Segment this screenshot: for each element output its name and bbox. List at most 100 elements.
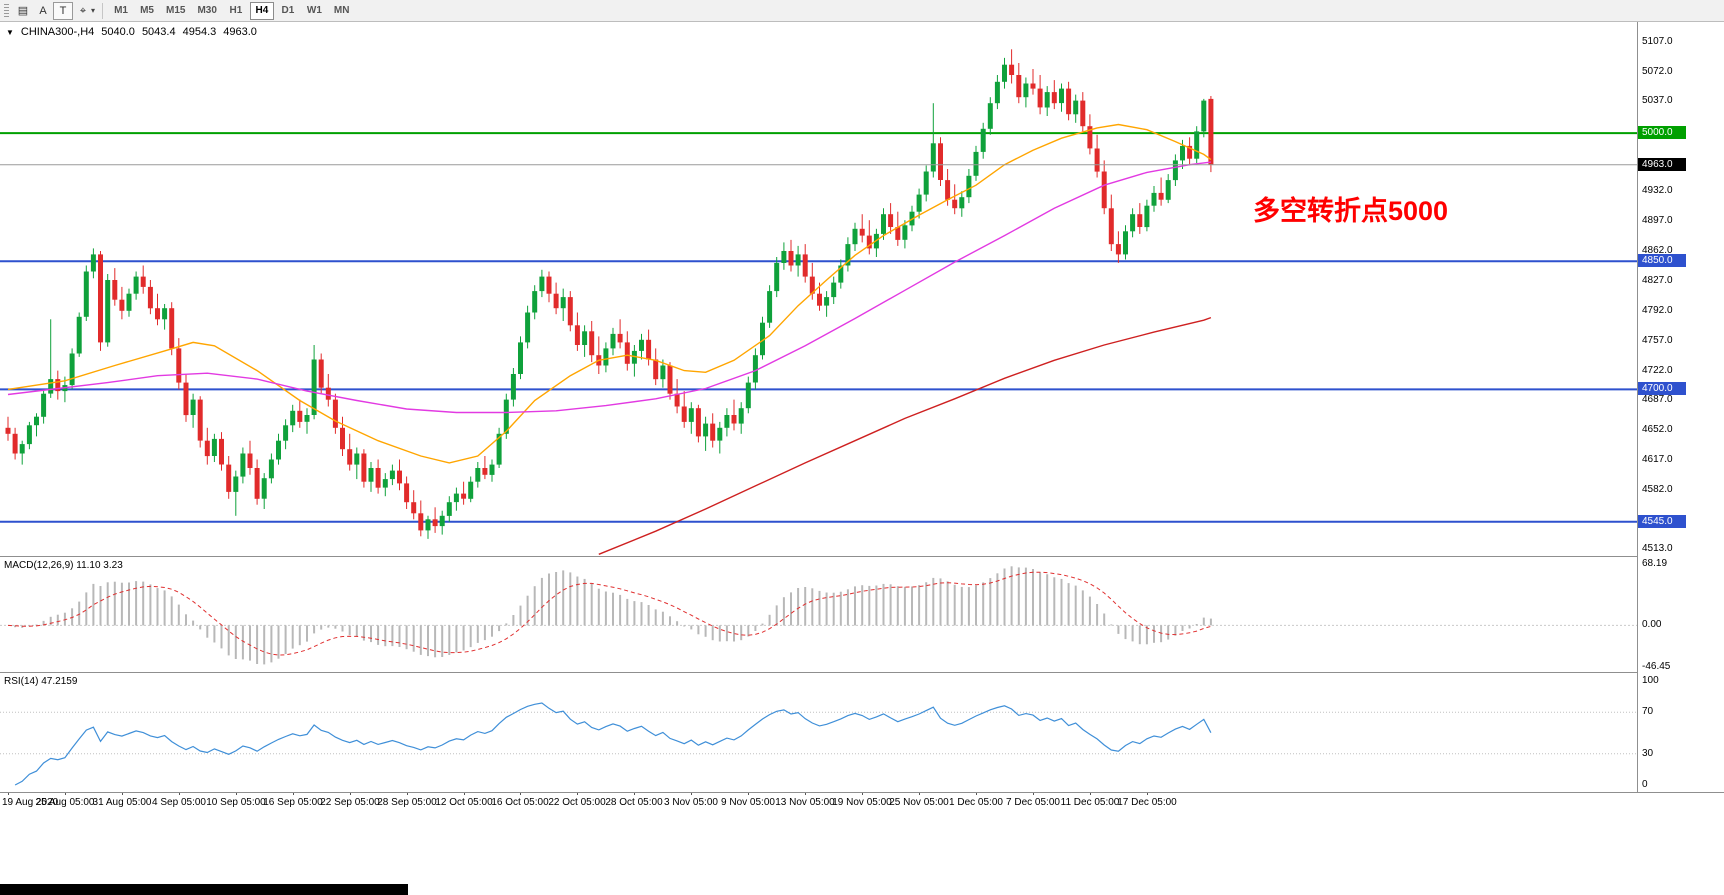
price-tick: 4652.0 <box>1642 424 1673 435</box>
macd-signal-line <box>7 571 1212 656</box>
timeframe-m1[interactable]: M1 <box>109 2 133 20</box>
toolbar-separator <box>102 2 104 19</box>
price-badge-4700.0: 4700.0 <box>1638 382 1686 395</box>
time-tick <box>520 792 521 795</box>
time-label: 22 Sep 05:00 <box>320 797 380 808</box>
rsi-axis-label: 0 <box>1642 779 1648 790</box>
axis-border <box>1637 22 1638 792</box>
timeframe-h4[interactable]: H4 <box>249 1 274 20</box>
time-tick <box>1033 792 1034 795</box>
time-label: 25 Nov 05:00 <box>889 797 949 808</box>
tool-icon-group: ▤ A T ⌖ ▾ <box>13 1 97 20</box>
quote-close: 4963.0 <box>223 26 257 38</box>
time-tick <box>805 792 806 795</box>
price-tick: 4897.0 <box>1642 215 1673 226</box>
toolbar-grip <box>4 3 9 18</box>
price-badge-5000.0: 5000.0 <box>1638 126 1686 139</box>
price-tick: 4617.0 <box>1642 454 1673 465</box>
time-tick <box>8 792 9 795</box>
timeframe-h1[interactable]: H1 <box>224 2 248 20</box>
ma-slow-red <box>598 316 1212 555</box>
main-chart[interactable] <box>0 22 1637 556</box>
timeframe-mn[interactable]: MN <box>329 2 355 20</box>
time-axis[interactable]: 19 Aug 2020 25 Aug 05:00 31 Aug 05:00 4 Sep… <box>0 792 1637 812</box>
rsi-axis-label: 30 <box>1642 748 1654 759</box>
time-tick <box>293 792 294 795</box>
panel-separator-1[interactable] <box>0 556 1724 557</box>
price-axis[interactable]: 5107.0 5072.0 5037.0 4932.0 4897.0 4862.0 4827… <box>1638 22 1724 792</box>
time-tick <box>179 792 180 795</box>
ma-fast-orange <box>7 123 1212 464</box>
macd-indicator-label: MACD(12,26,9) 11.10 3.23 <box>4 560 123 571</box>
price-tick: 5037.0 <box>1642 95 1673 106</box>
timeframe-m15[interactable]: M15 <box>161 2 190 20</box>
price-tick: 4582.0 <box>1642 484 1673 495</box>
macd-axis-label: -46.45 <box>1642 661 1671 672</box>
time-label: 3 Nov 05:00 <box>664 797 718 808</box>
time-tick <box>748 792 749 795</box>
price-tick: 4792.0 <box>1642 305 1673 316</box>
time-label: 13 Nov 05:00 <box>775 797 835 808</box>
macd-histogram <box>14 566 1212 665</box>
crosshair-tool-icon[interactable]: ⌖ <box>73 2 93 20</box>
price-badge-4545.0: 4545.0 <box>1638 515 1686 528</box>
timeframe-w1[interactable]: W1 <box>302 2 327 20</box>
time-label: 4 Sep 05:00 <box>152 797 206 808</box>
collapse-icon[interactable]: ▼ <box>6 28 14 37</box>
time-label: 28 Oct 05:00 <box>605 797 663 808</box>
time-label: 19 Aug 2020 <box>2 797 59 808</box>
chart-annotation-text[interactable]: 多空转折点5000 <box>1253 196 1449 226</box>
time-tick <box>862 792 863 795</box>
price-tick: 4862.0 <box>1642 245 1673 256</box>
time-tick <box>122 792 123 795</box>
time-label: 19 Nov 05:00 <box>832 797 892 808</box>
quote-low: 4954.3 <box>182 26 217 38</box>
text-tool-icon[interactable]: T <box>53 1 73 20</box>
price-tick: 4687.0 <box>1642 394 1673 405</box>
time-tick <box>634 792 635 795</box>
ma-mid-magenta <box>7 161 1211 414</box>
windows-grid-icon[interactable]: ▤ <box>13 2 33 20</box>
time-tick <box>1147 792 1148 795</box>
time-tick <box>976 792 977 795</box>
time-label: 16 Oct 05:00 <box>491 797 549 808</box>
price-tick: 5072.0 <box>1642 66 1673 77</box>
price-badge-4850.0: 4850.0 <box>1638 254 1686 267</box>
timeframe-m30[interactable]: M30 <box>192 2 221 20</box>
time-label: 25 Aug 05:00 <box>35 797 95 808</box>
time-tick <box>691 792 692 795</box>
time-label: 16 Sep 05:00 <box>263 797 323 808</box>
dropdown-caret-icon[interactable]: ▾ <box>91 6 96 15</box>
quote-high: 5043.4 <box>141 26 176 38</box>
macd-panel[interactable] <box>0 557 1637 672</box>
time-tick <box>350 792 351 795</box>
time-tick <box>65 792 66 795</box>
rsi-panel[interactable] <box>0 673 1637 792</box>
price-tick: 4722.0 <box>1642 365 1673 376</box>
timeframe-d1[interactable]: D1 <box>276 2 300 20</box>
time-label: 12 Oct 05:00 <box>435 797 493 808</box>
time-label: 31 Aug 05:00 <box>92 797 152 808</box>
cursor-a-icon[interactable]: A <box>33 2 53 20</box>
price-tick: 4932.0 <box>1642 185 1673 196</box>
time-label: 22 Oct 05:00 <box>548 797 606 808</box>
rsi-indicator-label: RSI(14) 47.2159 <box>4 676 78 687</box>
rsi-line <box>14 702 1212 786</box>
time-label: 11 Dec 05:00 <box>1060 797 1120 808</box>
time-tick <box>407 792 408 795</box>
time-tick <box>236 792 237 795</box>
macd-axis-label: 68.19 <box>1642 558 1668 569</box>
timeframe-group: M1 M5 M15 M30 H1 H4 D1 W1 MN <box>108 1 355 20</box>
quote-open: 5040.0 <box>101 26 135 38</box>
time-label: 1 Dec 05:00 <box>949 797 1003 808</box>
toolbar: ▤ A T ⌖ ▾ M1 M5 M15 M30 H1 H4 D1 W1 MN <box>0 0 1724 22</box>
time-label: 28 Sep 05:00 <box>377 797 437 808</box>
time-label: 10 Sep 05:00 <box>206 797 266 808</box>
time-tick <box>1090 792 1091 795</box>
price-tick: 4513.0 <box>1642 543 1673 554</box>
bottom-black-bar <box>0 884 408 895</box>
price-tick: 4757.0 <box>1642 335 1673 346</box>
panel-separator-2[interactable] <box>0 672 1724 673</box>
timeframe-m5[interactable]: M5 <box>135 2 159 20</box>
